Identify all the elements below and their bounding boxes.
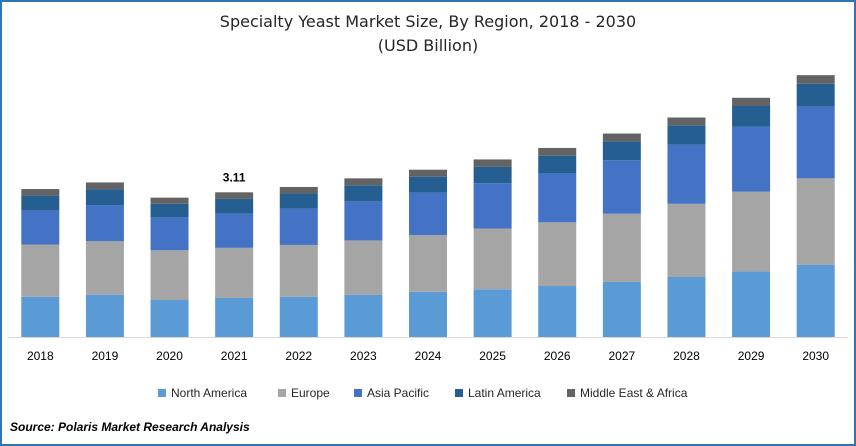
bar-segment-2022-2: [279, 208, 318, 245]
bar-segment-2029-3: [732, 106, 771, 127]
bar-segment-2021-2: [215, 213, 254, 248]
bar-segment-2021-3: [215, 198, 254, 214]
legend-label: Europe: [291, 386, 330, 400]
legend-label: Middle East & Africa: [580, 386, 688, 400]
bar-segment-2024-3: [409, 176, 447, 193]
legend-swatch: [567, 389, 575, 397]
bar-segment-2020-4: [150, 197, 189, 204]
bar-segment-2024-1: [409, 235, 447, 292]
bar-segment-2025-2: [473, 183, 512, 229]
bar-segment-2021-0: [215, 297, 254, 337]
data-label: 3.11: [223, 170, 246, 184]
bar-segment-2024-4: [409, 169, 447, 177]
bar-segment-2027-2: [602, 160, 641, 214]
bar-segment-2027-0: [602, 281, 641, 337]
bar-segment-2022-4: [279, 186, 318, 194]
bar-segment-2023-3: [344, 185, 383, 202]
chart-subtitle: (USD Billion): [377, 36, 479, 55]
bar-segment-2030-1: [796, 178, 835, 265]
bar-segment-2026-0: [538, 286, 577, 337]
bar-segment-2022-0: [279, 296, 318, 337]
bar-segment-2018-0: [21, 296, 60, 337]
bar-segment-2029-4: [732, 97, 771, 107]
x-tick-label: 2024: [415, 349, 442, 363]
legend-label: North America: [171, 386, 247, 400]
bar-segment-2029-2: [732, 126, 771, 192]
bar-segment-2019-2: [85, 205, 124, 242]
bar-segment-2019-1: [85, 241, 124, 295]
bar-segment-2025-4: [473, 159, 512, 167]
legend-label: Asia Pacific: [367, 386, 429, 400]
bar-segment-2025-3: [473, 166, 512, 184]
bar-segment-2027-3: [602, 141, 641, 161]
x-tick-label: 2030: [802, 349, 829, 363]
x-tick-label: 2025: [479, 349, 506, 363]
legend-swatch: [278, 389, 286, 397]
x-tick-label: 2029: [738, 349, 765, 363]
bar-segment-2020-1: [150, 250, 189, 301]
bar-segment-2022-1: [279, 244, 318, 297]
bar-segment-2028-2: [667, 144, 706, 204]
bar-segment-2019-0: [85, 294, 124, 337]
bar-segment-2023-4: [344, 178, 383, 186]
x-tick-label: 2021: [221, 349, 248, 363]
x-tick-label: 2027: [608, 349, 635, 363]
bar-segment-2027-1: [602, 213, 641, 282]
bar-segment-2018-4: [21, 189, 60, 196]
bar-segment-2024-0: [409, 291, 447, 337]
x-tick-label: 2026: [544, 349, 571, 363]
legend-swatch: [455, 389, 463, 397]
bar-segment-2028-0: [667, 276, 706, 337]
bar-segment-2023-1: [344, 240, 383, 295]
bar-segment-2028-1: [667, 203, 706, 277]
bar-segment-2020-3: [150, 203, 189, 218]
bar-segment-2023-0: [344, 294, 383, 337]
bar-segment-2018-1: [21, 244, 60, 297]
bar-segment-2030-0: [796, 264, 835, 337]
bar-segment-2029-1: [732, 191, 771, 272]
x-tick-label: 2022: [285, 349, 312, 363]
bar-segment-2018-2: [21, 210, 60, 245]
bar-segment-2025-0: [473, 289, 512, 337]
x-tick-label: 2023: [350, 349, 377, 363]
bar-segment-2028-3: [667, 125, 706, 145]
bar-segment-2026-2: [538, 173, 577, 223]
x-tick-label: 2020: [156, 349, 183, 363]
bar-segment-2030-4: [796, 75, 835, 84]
bar-segment-2022-3: [279, 193, 318, 209]
legend-label: Latin America: [468, 386, 541, 400]
bar-segment-2019-3: [85, 189, 124, 206]
legend-swatch: [354, 389, 362, 397]
bar-segment-2024-2: [409, 192, 447, 236]
bar-segment-2025-1: [473, 228, 512, 290]
bar-segment-2028-4: [667, 117, 706, 126]
chart-title: Specialty Yeast Market Size, By Region, …: [219, 12, 637, 31]
bar-segment-2023-2: [344, 201, 383, 241]
bar-segment-2021-1: [215, 247, 254, 298]
x-tick-label: 2019: [92, 349, 119, 363]
x-tick-label: 2018: [27, 349, 54, 363]
bar-segment-2026-1: [538, 222, 577, 287]
bar-segment-2018-3: [21, 195, 60, 211]
x-tick-label: 2028: [673, 349, 700, 363]
bar-segment-2030-2: [796, 106, 835, 179]
bar-segment-2030-3: [796, 83, 835, 107]
bar-segment-2026-4: [538, 147, 577, 156]
bar-segment-2026-3: [538, 155, 577, 174]
legend-swatch: [158, 389, 166, 397]
bar-segment-2020-0: [150, 300, 189, 337]
bar-segment-2020-2: [150, 217, 189, 251]
bar-segment-2021-4: [215, 192, 254, 199]
bar-segment-2019-4: [85, 182, 124, 190]
bar-segment-2027-4: [602, 133, 641, 142]
source-note: Source: Polaris Market Research Analysis: [10, 420, 250, 434]
bar-segment-2029-0: [732, 271, 771, 337]
